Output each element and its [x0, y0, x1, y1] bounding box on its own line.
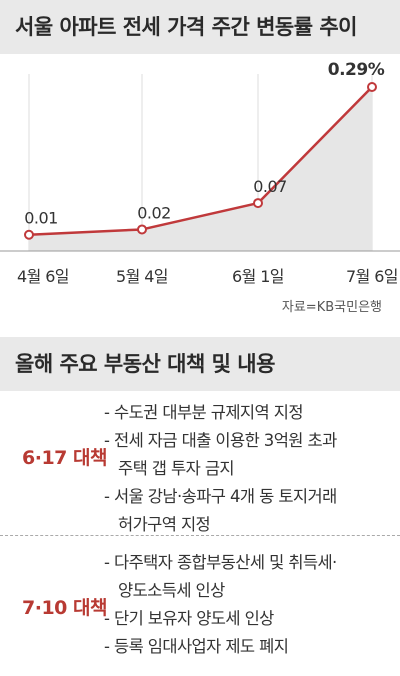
x-tick-label: 7월 6일 — [346, 267, 398, 286]
policy-item-continued: 주택 갭 투자 금지 — [118, 459, 235, 478]
policy-item-list: - 수도권 대부분 규제지역 지정 - 전세 자금 대출 이용한 3억원 초과 … — [104, 399, 392, 539]
data-point — [137, 224, 147, 235]
x-tick-labels: 4월 6일 5월 4일 6월 1일 7월 6일 — [17, 267, 398, 286]
data-point — [24, 229, 34, 240]
x-tick-label: 4월 6일 — [17, 267, 69, 286]
data-point — [253, 198, 263, 209]
data-points: 0.01 0.02 0.07 0.29% — [24, 60, 385, 240]
policy-item-continued: 양도소득세 인상 — [118, 581, 225, 600]
policy-block-710: 7·10 대책 - 다주택자 종합부동산세 및 취득세· 양도소득세 인상 - … — [0, 537, 400, 676]
data-label: 0.29% — [328, 60, 385, 80]
policy-section-title: 올해 주요 부동산 대책 및 내용 — [0, 337, 400, 391]
data-point — [367, 82, 377, 92]
series-line — [28, 86, 373, 236]
policy-item: - 서울 강남·송파구 4개 동 토지거래 — [104, 487, 337, 506]
series-area-fill — [29, 87, 372, 251]
chart-area: 0.01 0.02 0.07 0.29% 4월 6일 5월 4일 6월 1일 7월 6일 — [0, 60, 400, 286]
source-note: 자료=KB국민은행 — [281, 300, 382, 315]
x-tick-label: 6월 1일 — [232, 267, 284, 286]
policy-name: 6·17 대책 — [22, 447, 107, 469]
data-label: 0.02 — [137, 203, 171, 222]
policy-name: 7·10 대책 — [22, 597, 107, 619]
policy-item-list: - 다주택자 종합부동산세 및 취득세· 양도소득세 인상 - 단기 보유자 양… — [104, 549, 392, 661]
x-tick-label: 5월 4일 — [116, 267, 168, 286]
policy-item: - 전세 자금 대출 이용한 3억원 초과 — [104, 431, 337, 450]
data-label: 0.07 — [253, 177, 287, 196]
policy-block-617: 6·17 대책 - 수도권 대부분 규제지역 지정 - 전세 자금 대출 이용한… — [0, 391, 400, 536]
policy-item: - 단기 보유자 양도세 인상 — [104, 609, 274, 628]
policy-item: - 수도권 대부분 규제지역 지정 — [104, 403, 304, 422]
data-label: 0.01 — [24, 209, 58, 228]
policy-item: - 등록 임대사업자 제도 폐지 — [104, 637, 289, 656]
policy-item: - 다주택자 종합부동산세 및 취득세· — [104, 553, 337, 572]
chart-title: 서울 아파트 전세 가격 주간 변동률 추이 — [0, 0, 400, 54]
policy-item-continued: 허가구역 지정 — [118, 515, 211, 534]
